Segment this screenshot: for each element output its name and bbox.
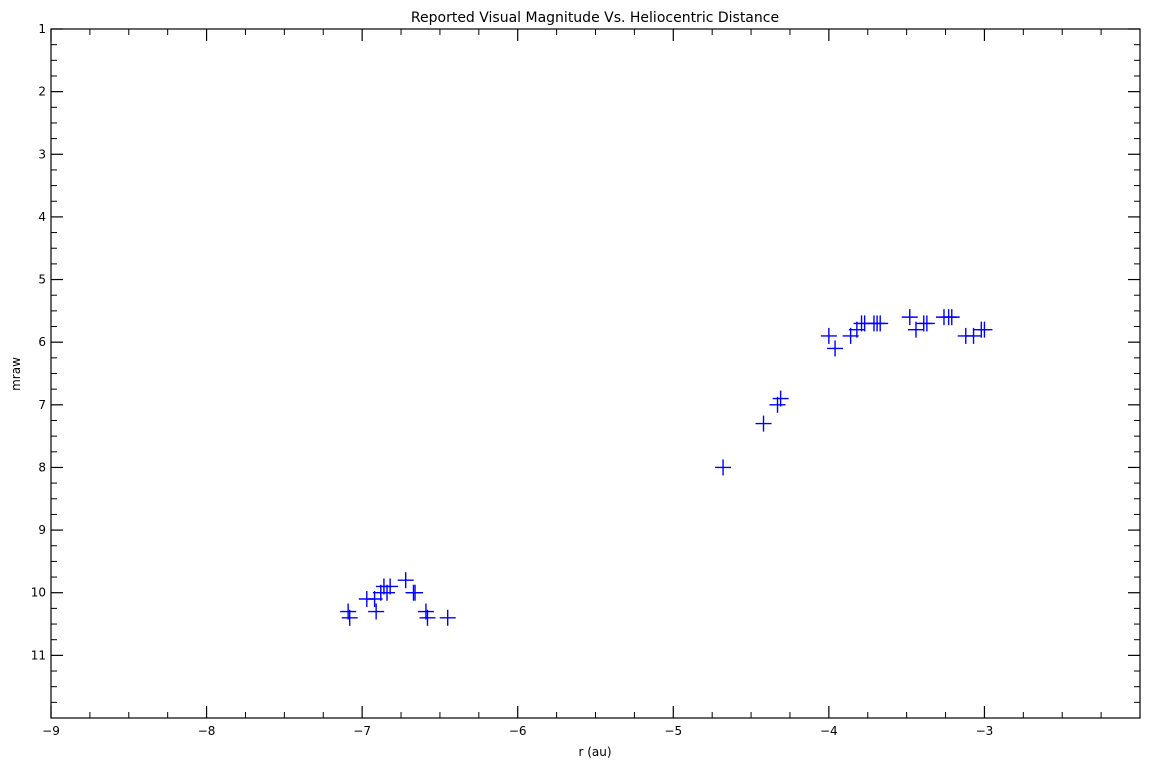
data-point <box>379 584 396 601</box>
data-point <box>907 321 924 338</box>
x-tick-label: −6 <box>509 724 527 738</box>
x-tick-label: −4 <box>820 724 838 738</box>
y-tick-label: 6 <box>38 335 46 349</box>
x-tick-label: −8 <box>198 724 216 738</box>
data-point <box>417 603 434 620</box>
data-point <box>366 590 383 607</box>
data-point <box>842 327 859 344</box>
data-point <box>341 609 358 626</box>
data-point <box>827 340 844 357</box>
y-axis: 1 2 3 4 5 6 7 8 9 10 11 <box>31 22 1140 703</box>
data-point <box>943 309 960 326</box>
data-point <box>965 327 982 344</box>
y-axis-label: mraw <box>9 357 23 391</box>
y-tick-label: 4 <box>38 210 46 224</box>
data-point <box>772 390 789 407</box>
data-point <box>715 459 732 476</box>
data-point <box>901 309 918 326</box>
data-point <box>755 415 772 432</box>
data-point <box>918 315 935 332</box>
data-point <box>407 584 424 601</box>
plot-frame-border <box>50 28 1141 719</box>
y-tick-label: 5 <box>38 273 46 287</box>
data-point <box>872 315 889 332</box>
data-point <box>340 603 357 620</box>
data-point <box>368 603 385 620</box>
y-tick-label: 3 <box>38 147 46 161</box>
x-tick-label: −5 <box>664 724 682 738</box>
x-axis-label: r (au) <box>578 745 611 759</box>
data-series <box>340 309 993 626</box>
chart-title: Reported Visual Magnitude Vs. Heliocentr… <box>411 10 779 26</box>
data-point <box>439 609 456 626</box>
y-tick-label: 11 <box>31 648 46 662</box>
y-tick-label: 2 <box>38 85 46 99</box>
data-point <box>419 609 436 626</box>
x-axis: −9 −8 −7 −6 −5 −4 −3 <box>42 29 1102 738</box>
data-point <box>382 578 399 595</box>
x-tick-label: −7 <box>353 724 371 738</box>
data-point <box>976 321 993 338</box>
x-tick-label: −3 <box>976 724 994 738</box>
data-point <box>769 396 786 413</box>
x-tick-label: −9 <box>42 724 60 738</box>
y-tick-label: 10 <box>31 586 46 600</box>
y-tick-label: 9 <box>38 523 46 537</box>
plot-frame <box>50 28 1141 719</box>
y-tick-label: 7 <box>38 398 46 412</box>
y-tick-label: 8 <box>38 460 46 474</box>
y-tick-label: 1 <box>38 22 46 36</box>
data-point <box>820 327 837 344</box>
data-point <box>397 572 414 589</box>
